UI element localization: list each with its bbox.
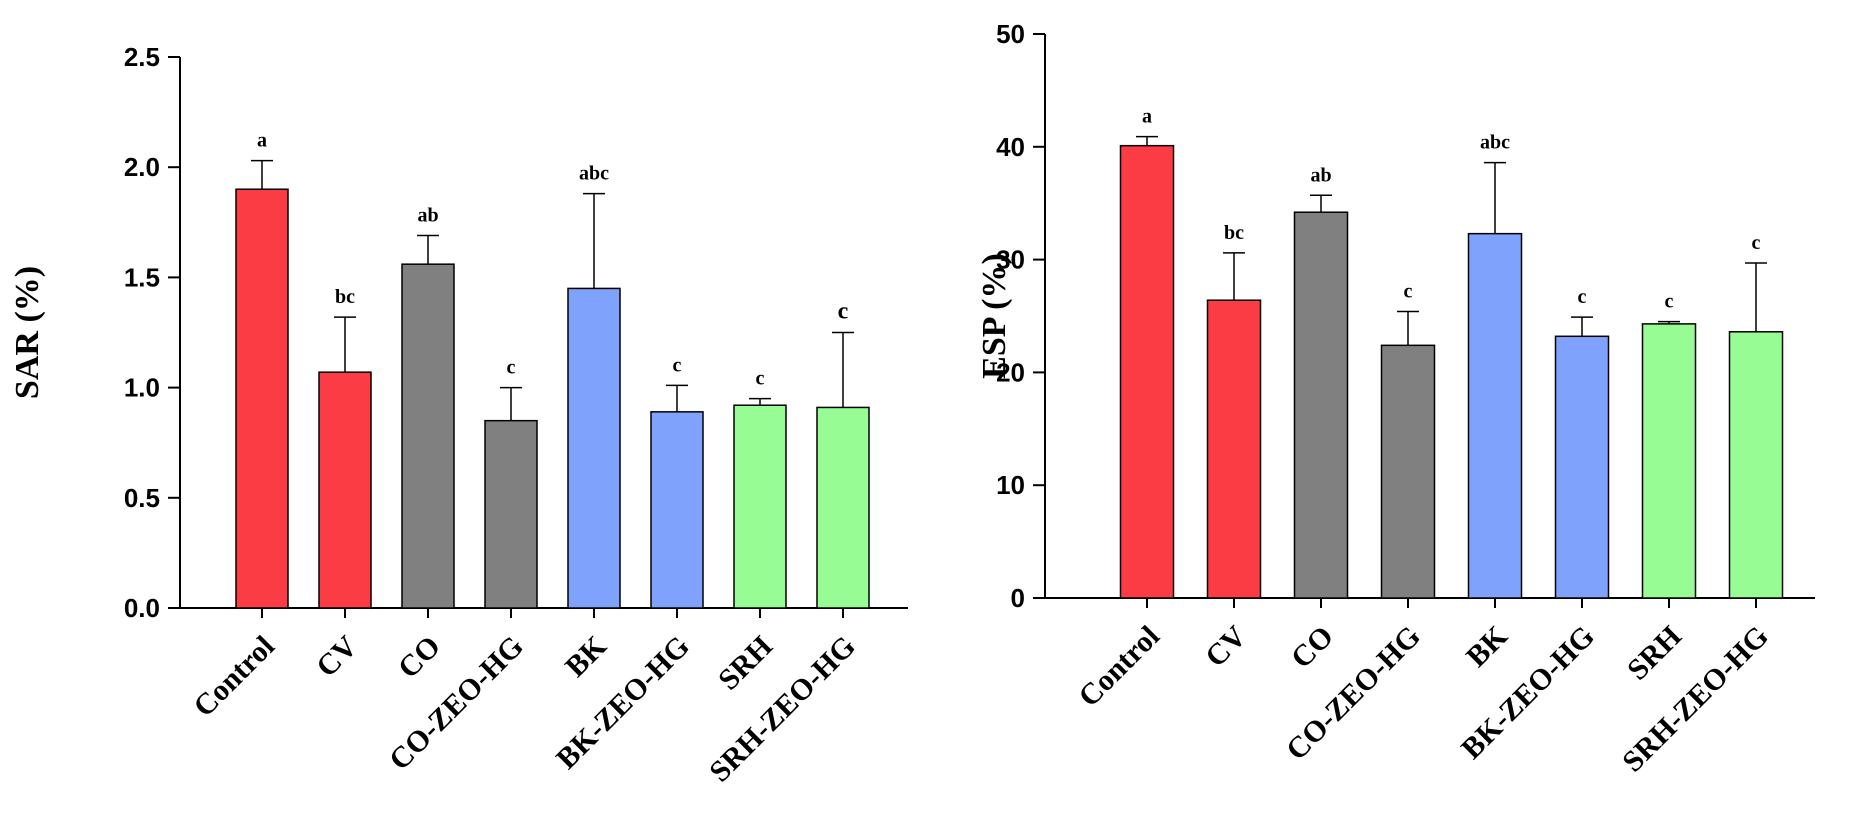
sar-bar [816, 406, 870, 609]
esp-bar [1293, 211, 1349, 599]
esp-y-tick-label: 20 [996, 357, 1025, 387]
esp-y-axis-label: ESP (%) [976, 253, 1013, 379]
sar-significance-label: c [838, 299, 849, 325]
sar-x-tick-label: SRH [712, 630, 779, 697]
sar-bar [650, 411, 704, 609]
sar-x-tick-label: Control [187, 630, 281, 724]
esp-x-tick-label: CV [1199, 619, 1253, 673]
esp-significance-label: c [1404, 280, 1413, 302]
esp-x-tick-label: BK [1460, 619, 1514, 673]
sar-bar [567, 287, 621, 609]
esp-x-tick-label: SRH [1621, 620, 1688, 687]
esp-x-tick-label: CO [1285, 620, 1340, 675]
esp-significance-label: c [1752, 232, 1761, 254]
esp-significance-label: a [1142, 106, 1152, 128]
esp-bar [1728, 331, 1784, 599]
sar-y-tick-label: 1.5 [124, 262, 160, 292]
sar-significance-label: a [257, 130, 267, 152]
sar-chart: 0.0 0.5 1.0 1.5 2.0 2.5 SAR (%) a Control bc CV ab C… [9, 42, 908, 789]
sar-bar [318, 371, 372, 609]
esp-bar [1467, 232, 1523, 599]
esp-x-tick-label: Control [1072, 620, 1166, 714]
sar-bar [401, 263, 455, 609]
sar-significance-label: c [673, 354, 682, 376]
sar-y-tick-label: 0.5 [124, 483, 160, 513]
sar-x-tick-label: CV [310, 629, 364, 683]
esp-bar [1554, 335, 1610, 599]
sar-significance-label: c [507, 357, 516, 379]
esp-bar [1380, 344, 1436, 599]
sar-significance-label: c [756, 368, 765, 390]
esp-significance-label: c [1665, 291, 1674, 313]
esp-significance-label: abc [1480, 132, 1510, 154]
sar-significance-label: ab [417, 205, 438, 227]
esp-bar [1206, 299, 1262, 599]
sar-y-tick-label: 0.0 [124, 593, 160, 623]
esp-significance-label: bc [1224, 222, 1244, 244]
sar-y-tick-label: 2.0 [124, 152, 160, 182]
sar-bar [733, 404, 787, 609]
esp-significance-label: c [1578, 286, 1587, 308]
sar-significance-label: abc [579, 163, 609, 185]
sar-x-tick-label: BK [559, 629, 613, 683]
sar-y-axis-label: SAR (%) [9, 266, 46, 399]
esp-bar [1641, 323, 1697, 599]
sar-x-tick-label: SRH-ZEO-HG [703, 630, 862, 789]
esp-y-tick-label: 10 [996, 470, 1025, 500]
esp-y-tick-label: 0 [1011, 583, 1025, 613]
esp-y-tick-label: 40 [996, 132, 1025, 162]
sar-y-tick-label: 1.0 [124, 373, 160, 403]
sar-x-tick-label: CO [392, 630, 447, 685]
esp-y-tick-label: 50 [996, 19, 1025, 49]
sar-bar [235, 188, 289, 609]
esp-bar [1119, 144, 1175, 599]
esp-significance-label: ab [1310, 164, 1331, 186]
sar-significance-label: bc [335, 286, 355, 308]
sar-y-tick-label: 2.5 [124, 42, 160, 72]
esp-y-tick-label: 30 [996, 245, 1025, 275]
sar-bar [484, 419, 538, 609]
